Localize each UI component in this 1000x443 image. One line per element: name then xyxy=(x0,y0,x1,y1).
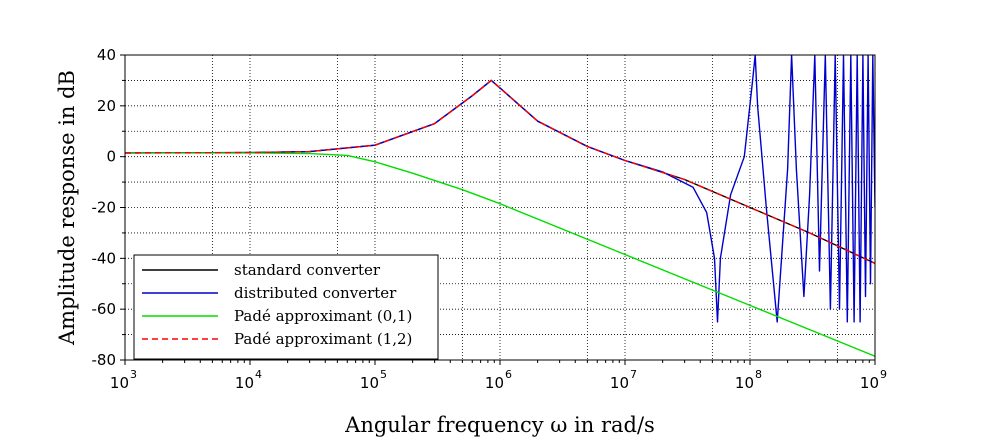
legend-label-4: Padé approximant (1,2) xyxy=(234,330,412,348)
series-line-4 xyxy=(125,79,875,265)
legend-label-1: standard converter xyxy=(234,261,381,279)
series-lines xyxy=(125,55,875,357)
x-tick-label-exponent: 9 xyxy=(880,368,887,381)
x-tick-label-exponent: 6 xyxy=(505,368,512,381)
y-tick-label: 0 xyxy=(106,148,116,166)
legend-box xyxy=(133,254,439,360)
series-line-3 xyxy=(125,152,875,357)
legend: standard converter distributed converter P… xyxy=(133,254,439,360)
y-tick-label: -20 xyxy=(92,199,117,217)
x-tick-label-base: 10 xyxy=(110,374,129,392)
x-axis-label: Angular frequency ω in rad/s xyxy=(344,413,655,437)
grid xyxy=(125,55,875,360)
y-axis-label: Amplitude response in dB xyxy=(55,70,79,346)
x-tick-label-exponent: 3 xyxy=(130,368,137,381)
x-tick-label-exponent: 8 xyxy=(755,368,762,381)
y-tick-label: -80 xyxy=(92,351,117,369)
x-tick-label-base: 10 xyxy=(735,374,754,392)
y-tick-label: 20 xyxy=(97,97,116,115)
legend-label-2: distributed converter xyxy=(234,284,397,302)
y-tick-label: -40 xyxy=(92,249,117,267)
y-tick-label: -60 xyxy=(92,300,117,318)
x-tick-label-exponent: 7 xyxy=(630,368,637,381)
legend-label-3: Padé approximant (0,1) xyxy=(234,307,412,325)
series-line-2 xyxy=(125,55,875,323)
x-tick-label-base: 10 xyxy=(485,374,504,392)
x-tick-label-exponent: 4 xyxy=(255,368,262,381)
x-tick-label-base: 10 xyxy=(610,374,629,392)
y-tick-label: 40 xyxy=(97,46,116,64)
x-tick-label-base: 10 xyxy=(235,374,254,392)
x-tick-label-exponent: 5 xyxy=(380,368,387,381)
x-tick-label-base: 10 xyxy=(860,374,879,392)
x-tick-label-base: 10 xyxy=(360,374,379,392)
